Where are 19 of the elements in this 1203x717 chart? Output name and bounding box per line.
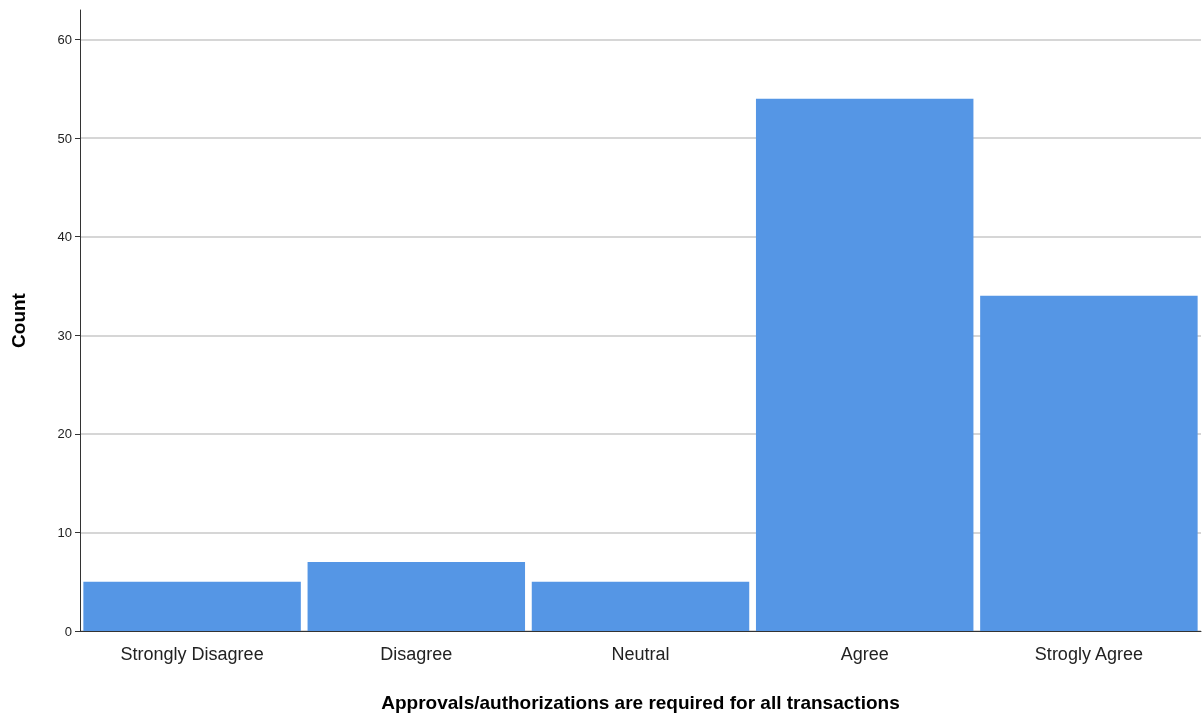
bar bbox=[980, 295, 1198, 631]
bar bbox=[755, 98, 974, 631]
y-tick-label: 0 bbox=[64, 623, 72, 639]
x-tick-label: Agree bbox=[840, 644, 889, 664]
y-axis-title: Count bbox=[8, 292, 29, 348]
x-axis-title: Approvals/authorizations are required for all transactions bbox=[381, 692, 900, 713]
bar bbox=[83, 581, 301, 631]
y-tick-label: 20 bbox=[57, 426, 72, 442]
y-tick-label: 30 bbox=[57, 327, 72, 343]
bar bbox=[307, 562, 526, 631]
x-tick-label: Strogly Agree bbox=[1034, 644, 1143, 664]
x-tick-label: Strongly Disagree bbox=[120, 644, 264, 664]
x-tick-label: Disagree bbox=[380, 644, 453, 664]
y-tick-label: 60 bbox=[57, 32, 72, 48]
x-tick-label: Neutral bbox=[611, 644, 670, 664]
y-tick-label: 40 bbox=[57, 229, 72, 245]
bar bbox=[531, 581, 750, 631]
y-tick-label: 10 bbox=[57, 524, 72, 540]
y-tick-label: 50 bbox=[57, 130, 72, 146]
